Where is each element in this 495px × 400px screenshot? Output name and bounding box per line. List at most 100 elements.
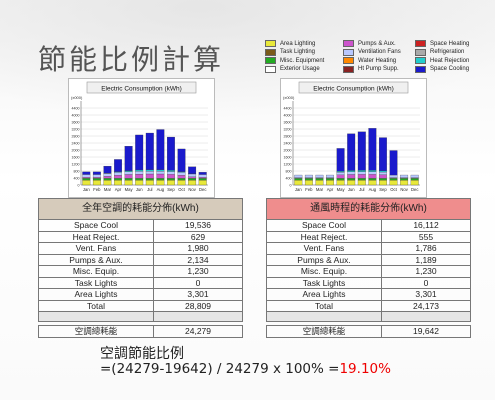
chart-left-xtick-label: Sep — [167, 187, 175, 192]
table-row: Task Lights 0 — [266, 276, 471, 289]
table-header: 全年空調的耗能分佈(kWh) — [38, 198, 243, 220]
row-label: Pumps & Aux. — [38, 253, 154, 266]
hvac-value: 19,642 — [381, 325, 471, 338]
legend-item: Heat Rejection — [415, 57, 469, 64]
chart-right-bar-segment — [400, 179, 409, 186]
table-hvac-row: 空調總耗能 24,279 — [38, 325, 243, 338]
chart-right-ytick-label: 1200 — [284, 162, 292, 166]
row-label: Task Lights — [38, 276, 154, 289]
chart-right-bar-segment — [326, 178, 334, 181]
chart-left-bar-segment — [103, 176, 112, 179]
gap-cell — [266, 321, 382, 326]
legend-swatch — [343, 48, 354, 56]
chart-right-bar-segment — [326, 179, 334, 186]
row-label: Misc. Equip. — [38, 265, 154, 278]
chart-right-bar-segment — [304, 179, 313, 186]
chart-right-ytick-label: 0 — [290, 183, 292, 187]
chart-right-bar-segment — [379, 174, 387, 179]
chart-left-bar-segment — [124, 170, 133, 172]
legend-label: Refrigeration — [430, 49, 465, 55]
spacer-cell — [266, 311, 382, 322]
chart-left-ytick-label: 3600 — [72, 120, 80, 124]
chart-left-bar-segment — [103, 165, 112, 174]
chart-right-bar-segment — [294, 178, 303, 181]
chart-left-bar-segment — [198, 179, 207, 186]
chart-right-bar-segment — [379, 170, 387, 173]
chart-left-bar-segment — [188, 179, 197, 186]
gap-cell — [38, 321, 154, 326]
chart-right-ytick-label: 800 — [286, 169, 292, 173]
chart-right-bar-segment — [336, 179, 345, 186]
chart-right-bar-segment — [304, 178, 313, 181]
chart-right-bar-segment — [368, 179, 377, 186]
chart-right-xtick-label: Nov — [400, 187, 408, 192]
table-row: Space Cool 19,536 — [38, 219, 243, 232]
chart-right-bar-segment — [336, 148, 345, 172]
spacer-cell — [381, 311, 471, 322]
table-row: Total 24,173 — [266, 299, 471, 312]
chart-right-bar-segment — [347, 133, 356, 171]
chart-right-bar-segment — [336, 178, 345, 181]
chart-left-title-box — [86, 81, 197, 94]
chart-right-ytick-label: 1600 — [284, 155, 292, 159]
row-label: Heat Reject. — [266, 230, 382, 243]
chart-left-bar-segment — [156, 171, 165, 175]
chart-left-ytick-label: 0 — [78, 183, 80, 187]
legend-label: Exterior Usage — [280, 66, 320, 72]
chart-left-bar-segment — [135, 134, 144, 171]
chart-right-title: Electric Consumption (kWh) — [313, 86, 394, 93]
chart-right-bar-segment — [400, 178, 409, 181]
chart-left-ytick-label: 4000 — [72, 113, 80, 117]
legend-swatch — [265, 57, 276, 64]
chart-right-title-box — [298, 81, 409, 94]
chart-right-bar-segment — [368, 174, 377, 179]
chart-left-bar-segment — [135, 174, 144, 179]
legend-swatch — [415, 40, 426, 47]
chart-left-xtick-label: Aug — [157, 187, 165, 192]
row-value: 1,230 — [153, 265, 243, 278]
chart-right-bar-segment — [368, 128, 377, 171]
chart-right-bar-segment — [379, 171, 387, 175]
chart-right-ytick-label: 3200 — [284, 127, 292, 131]
chart-left-bar-segment — [145, 179, 154, 186]
table-gap-row — [266, 321, 471, 326]
chart-left-ytick-label: 2000 — [72, 148, 80, 152]
row-label: Vent. Fans — [266, 242, 382, 255]
chart-right-bar-segment — [357, 131, 366, 171]
chart-left-bar-segment — [177, 172, 186, 176]
legend-label: Ht Pump Supp. — [358, 66, 399, 72]
chart-left-ytick-label: 400 — [74, 176, 80, 180]
chart-left-bar-segment — [82, 178, 91, 181]
chart-left-ytick-label: 4400 — [72, 106, 80, 110]
chart-legend: Area Lighting Pumps & Aux. Space Heating Ta… — [265, 40, 483, 76]
chart-annual-svg: Electric Consumption (kWh) (x000) 0 400 800 1… — [69, 79, 214, 197]
row-value: 28,809 — [153, 299, 243, 312]
chart-left-bar-segment — [82, 177, 91, 179]
table-row: Pumps & Aux. 2,134 — [38, 253, 243, 266]
chart-right-bar-segment — [336, 172, 345, 175]
row-value: 19,536 — [153, 219, 243, 232]
chart-right-xtick-label: Mar — [316, 187, 324, 192]
chart-left-xtick-label: Feb — [93, 187, 101, 192]
chart-left-bar-segment — [92, 171, 101, 175]
legend-swatch — [343, 57, 354, 64]
table-ventilation: 通風時程的耗能分佈(kWh) Space Cool 16,112 Heat Rejec… — [266, 198, 471, 338]
legend-label: Water Heating — [358, 57, 397, 64]
table-row: Area Lights 3,301 — [266, 288, 471, 301]
legend-swatch — [343, 65, 354, 73]
table-annual: 全年空調的耗能分佈(kWh) Space Cool 19,536 Heat Rejec… — [38, 198, 243, 338]
legend-label: Area Lighting — [280, 40, 316, 47]
hvac-label: 空調總耗能 — [266, 325, 382, 338]
chart-left-bar-segment — [167, 174, 175, 179]
chart-left-bar-segment — [135, 169, 144, 172]
table-hvac-row: 空調總耗能 19,642 — [266, 325, 471, 338]
spacer-cell — [153, 311, 243, 322]
chart-left-bar-segment — [124, 179, 133, 186]
chart-left-bar-segment — [167, 136, 175, 171]
chart-left-bar-segment — [114, 172, 122, 176]
legend-item: Misc. Equipment — [265, 57, 324, 64]
chart-left-bar-segment — [114, 175, 122, 179]
chart-right-ytick-label: 2000 — [284, 148, 292, 152]
table-header-row: 全年空調的耗能分佈(kWh) — [38, 198, 243, 220]
table-row: Misc. Equip. 1,230 — [266, 265, 471, 278]
